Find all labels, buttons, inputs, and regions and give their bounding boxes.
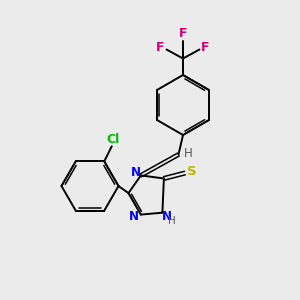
Text: N: N (130, 166, 140, 179)
Text: F: F (179, 27, 187, 40)
Text: H: H (184, 146, 193, 160)
Text: H: H (168, 216, 176, 226)
Text: S: S (187, 165, 196, 178)
Text: N: N (129, 211, 139, 224)
Text: F: F (156, 41, 165, 55)
Text: Cl: Cl (106, 133, 120, 146)
Text: F: F (201, 41, 210, 55)
Text: N: N (162, 210, 172, 223)
